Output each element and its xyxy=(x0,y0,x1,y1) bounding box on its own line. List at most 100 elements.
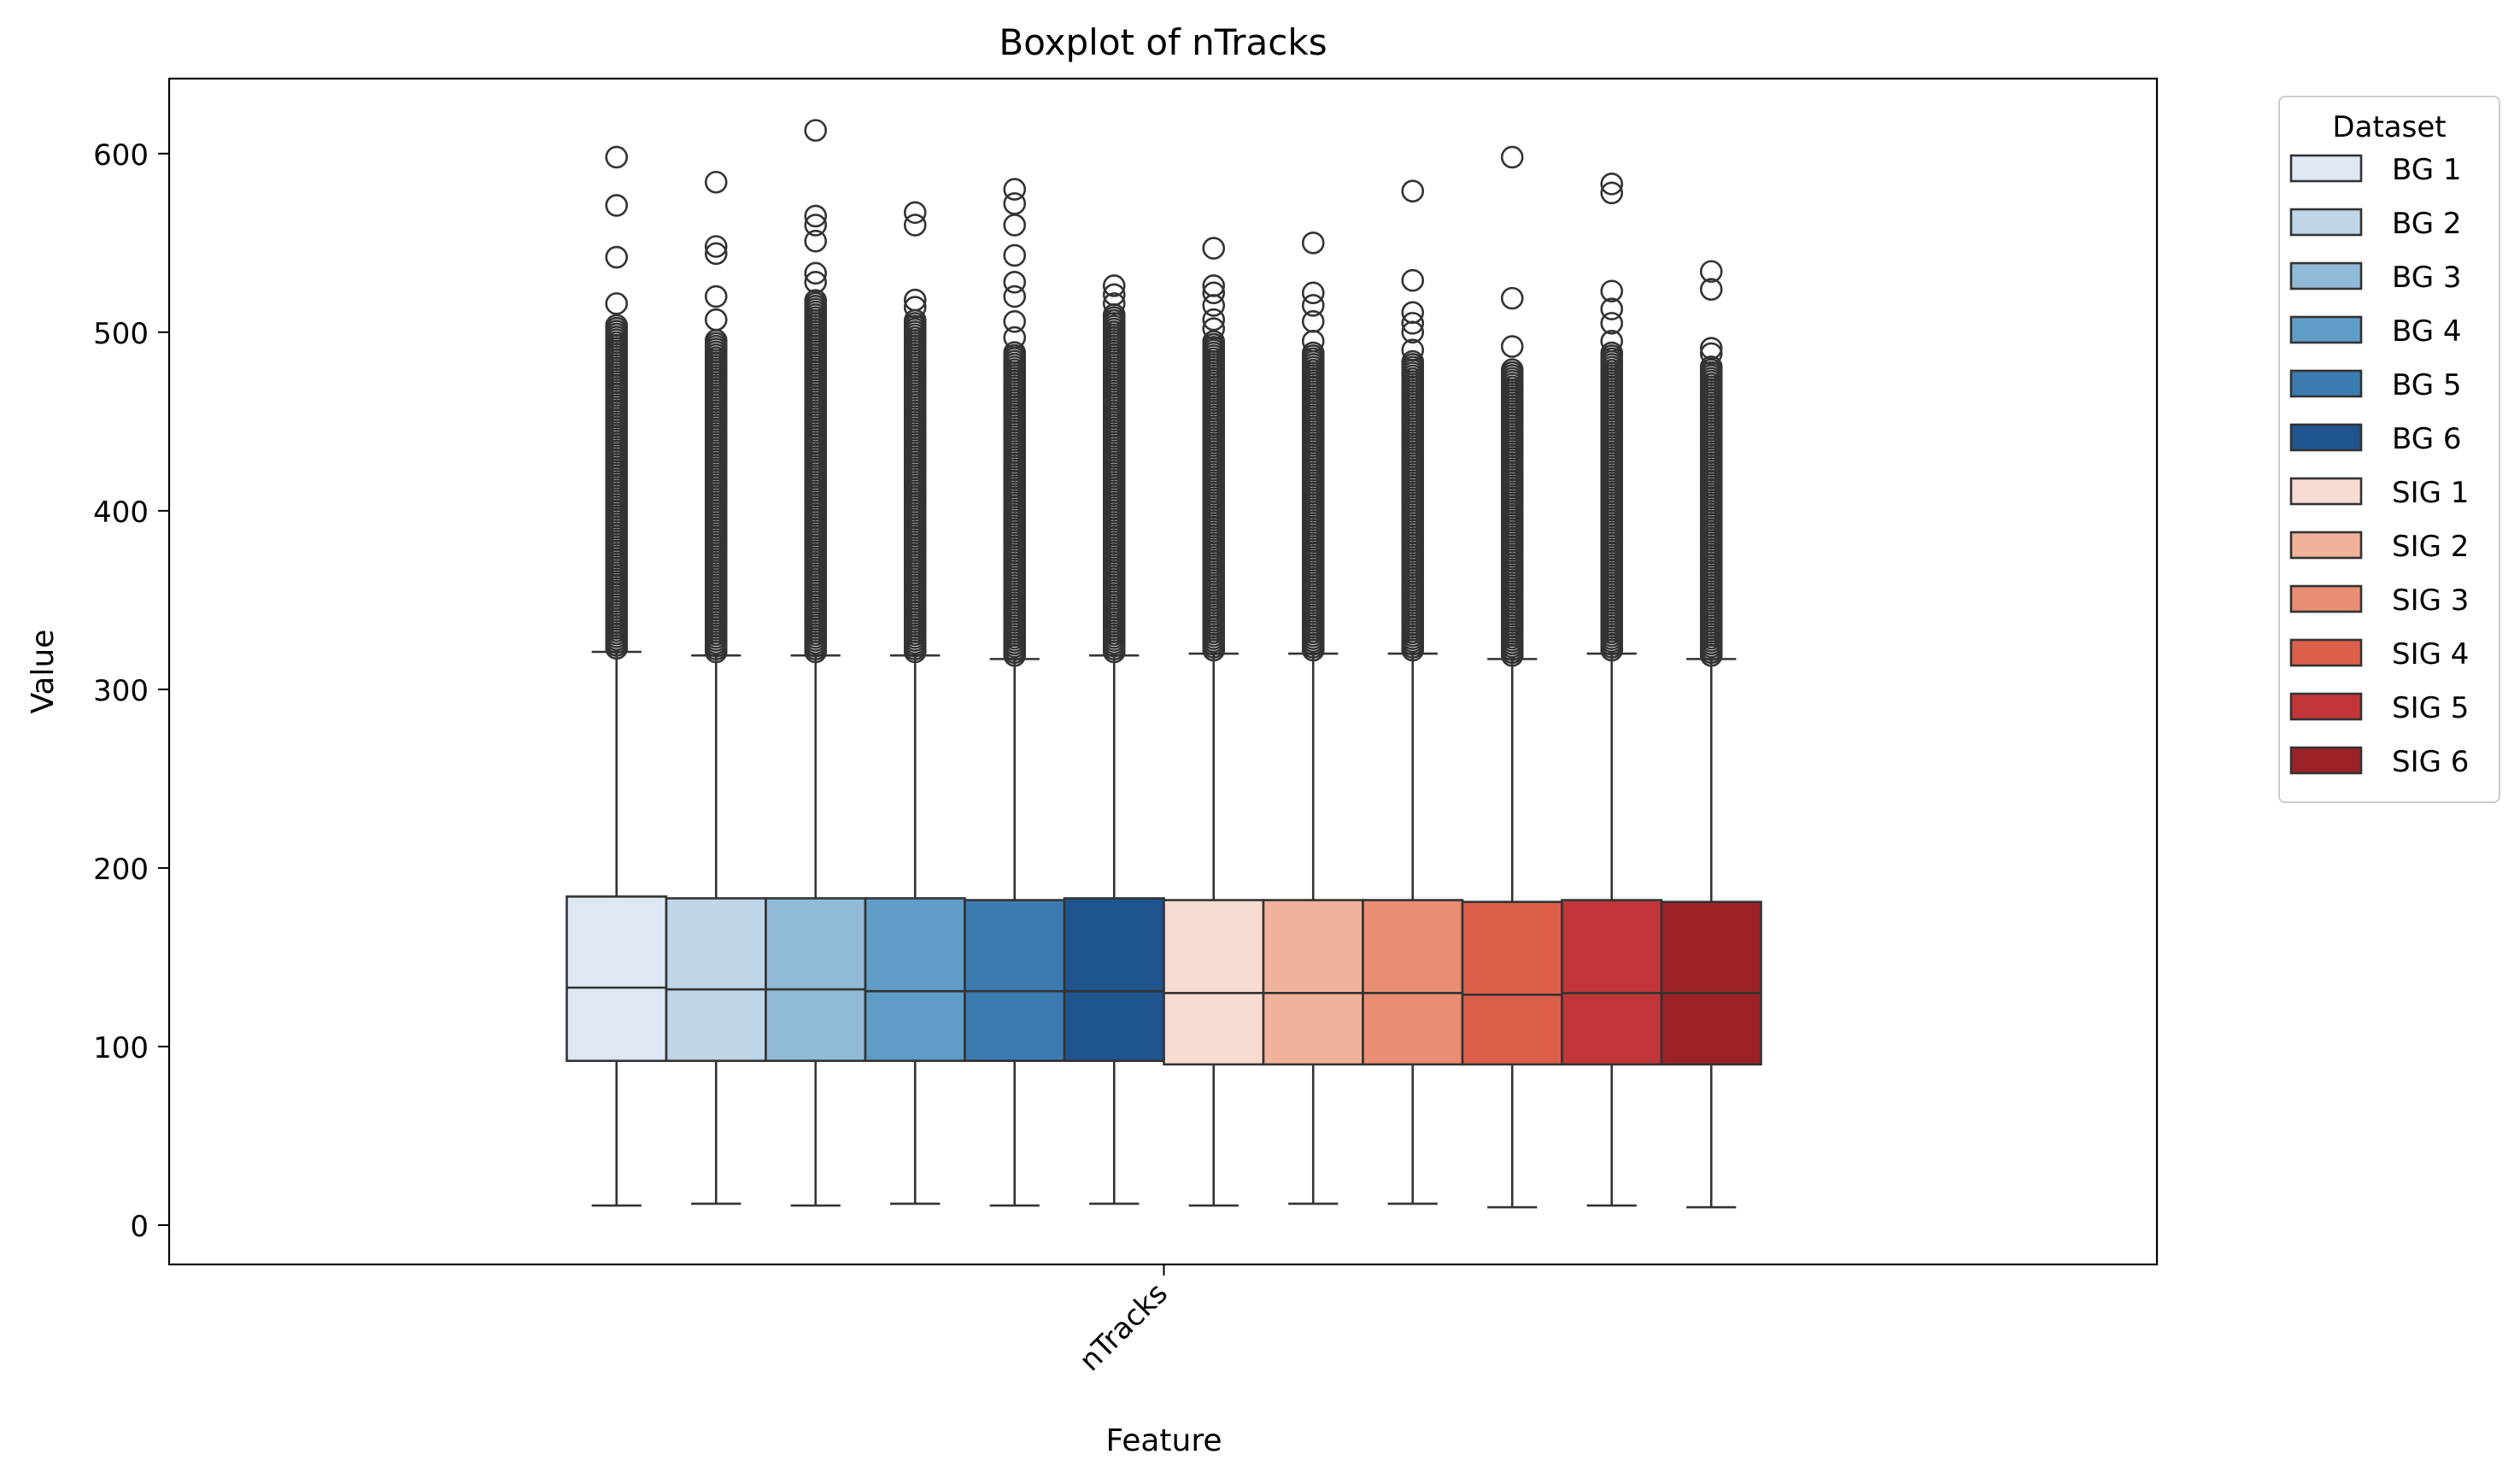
outlier-point xyxy=(1500,358,1524,382)
outlier-point xyxy=(1699,355,1723,378)
iqr-box xyxy=(1660,900,1762,1066)
legend-swatch xyxy=(2289,584,2363,613)
outlier-point xyxy=(1301,294,1325,317)
box-bg-5 xyxy=(964,178,1066,1207)
outlier-point xyxy=(804,229,828,253)
outlier-point xyxy=(1202,281,1226,305)
outlier-point xyxy=(1699,337,1723,360)
box-sig-6 xyxy=(1660,260,1762,1209)
legend-label: SIG 5 xyxy=(2392,691,2469,725)
y-tick-label: 600 xyxy=(93,138,149,173)
box-bg-2 xyxy=(665,170,767,1205)
legend-swatch xyxy=(2289,369,2363,398)
outlier-cluster xyxy=(804,289,828,664)
legend-swatch xyxy=(2289,315,2363,344)
legend-label: BG 5 xyxy=(2392,368,2462,402)
legend-label: SIG 6 xyxy=(2392,745,2469,779)
outlier-cluster xyxy=(1401,349,1425,662)
iqr-box xyxy=(566,895,668,1062)
outlier-cluster xyxy=(1500,358,1524,667)
iqr-box xyxy=(1561,899,1663,1066)
box-sig-3 xyxy=(1362,179,1464,1205)
y-tick-label: 400 xyxy=(93,496,149,530)
box-sig-5 xyxy=(1561,173,1663,1207)
x-tick-label: nTracks xyxy=(1073,1276,1175,1378)
y-tick-label: 100 xyxy=(93,1031,149,1065)
legend-swatch xyxy=(2289,638,2363,667)
outlier-point xyxy=(1600,173,1624,196)
outlier-point xyxy=(804,119,828,142)
box-bg-1 xyxy=(566,145,668,1207)
outlier-point xyxy=(605,194,629,217)
outlier-point xyxy=(704,308,728,331)
outlier-point xyxy=(1003,326,1027,349)
legend-label: SIG 3 xyxy=(2392,584,2469,618)
iqr-box xyxy=(964,899,1066,1062)
chart-title: Boxplot of nTracks xyxy=(999,21,1327,63)
legend-swatch xyxy=(2289,208,2363,237)
iqr-box xyxy=(1461,900,1563,1066)
outlier-point xyxy=(1003,243,1027,267)
outlier-point xyxy=(1301,281,1325,305)
outlier-point xyxy=(1202,330,1226,354)
legend-item: BG 5 xyxy=(2289,368,2462,402)
y-axis: 0 100 200 300 400 500 600 xyxy=(93,138,169,1244)
y-tick-label: 0 xyxy=(130,1210,149,1244)
outlier-point xyxy=(1600,312,1624,335)
outlier-point xyxy=(1600,297,1624,320)
legend-item: SIG 6 xyxy=(2289,745,2469,779)
outlier-point xyxy=(804,261,828,285)
outlier-point xyxy=(605,314,629,337)
outlier-point xyxy=(804,271,828,294)
outlier-point xyxy=(1600,341,1624,365)
outlier-point xyxy=(1699,278,1723,301)
outlier-cluster xyxy=(1102,303,1126,664)
legend-label: BG 2 xyxy=(2392,207,2462,241)
outlier-point xyxy=(1401,179,1425,202)
outlier-point xyxy=(903,214,927,237)
iqr-box xyxy=(864,897,966,1062)
outlier-point xyxy=(1202,237,1226,260)
outlier-point xyxy=(903,201,927,225)
outlier-point xyxy=(1500,335,1524,358)
outlier-point xyxy=(1699,260,1723,284)
outlier-point xyxy=(605,292,629,315)
iqr-box xyxy=(1163,899,1265,1066)
outlier-point xyxy=(1699,342,1723,366)
box-bg-3 xyxy=(765,119,867,1207)
iqr-box xyxy=(765,897,867,1062)
outlier-point xyxy=(1003,178,1027,201)
outlier-point xyxy=(704,235,728,258)
outlier-point xyxy=(704,170,728,194)
y-tick-label: 200 xyxy=(93,853,149,887)
outlier-point xyxy=(1500,145,1524,169)
legend-item: SIG 1 xyxy=(2289,476,2469,510)
legend-item: BG 6 xyxy=(2289,422,2462,456)
outlier-point xyxy=(1600,329,1624,353)
legend-item: SIG 2 xyxy=(2289,530,2469,564)
box-group xyxy=(566,119,1762,1209)
outlier-point xyxy=(1102,274,1126,297)
iqr-box xyxy=(1063,897,1165,1062)
iqr-box xyxy=(1262,899,1364,1066)
legend-item: BG 2 xyxy=(2289,207,2462,241)
legend-title: Dataset xyxy=(2332,110,2446,144)
outlier-point xyxy=(1500,286,1524,310)
outlier-point xyxy=(1102,283,1126,307)
outlier-cluster xyxy=(1699,355,1723,667)
legend-swatch xyxy=(2289,261,2363,290)
outlier-point xyxy=(1202,274,1226,297)
outlier-point xyxy=(1600,279,1624,303)
box-sig-2 xyxy=(1262,232,1364,1205)
legend-swatch xyxy=(2289,692,2363,721)
legend-swatch xyxy=(2289,746,2363,775)
outlier-point xyxy=(1202,294,1226,317)
legend-item: BG 4 xyxy=(2289,314,2462,349)
outlier-point xyxy=(804,289,828,312)
box-bg-6 xyxy=(1063,274,1165,1205)
x-axis-label: Feature xyxy=(1105,1423,1222,1458)
box-sig-4 xyxy=(1461,145,1563,1209)
outlier-cluster xyxy=(903,308,927,664)
legend-label: BG 6 xyxy=(2392,422,2462,456)
